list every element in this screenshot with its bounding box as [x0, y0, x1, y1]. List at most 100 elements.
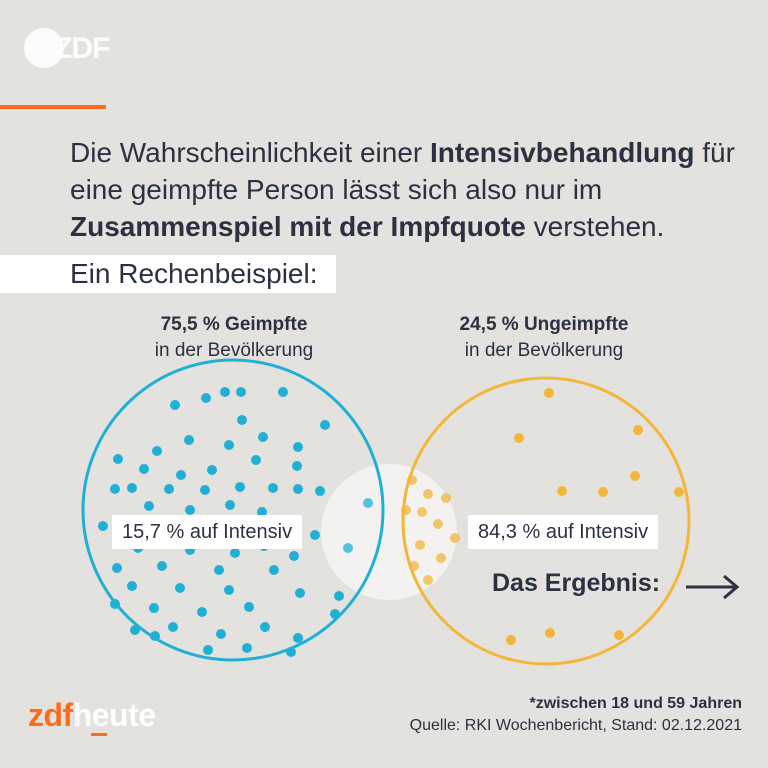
vaccinated-dot	[113, 454, 123, 464]
unvaccinated-dot	[514, 433, 524, 443]
vaccinated-dot	[242, 643, 252, 653]
vaccinated-dot	[144, 501, 154, 511]
intersection-highlight	[321, 464, 457, 600]
vaccinated-dot	[216, 629, 226, 639]
vaccinated-dot	[176, 470, 186, 480]
intersection-dot	[343, 543, 353, 553]
vaccinated-dot	[235, 482, 245, 492]
unvaccinated-percentage: 24,5 % Ungeimpfte	[459, 314, 629, 335]
arrow-right-icon	[686, 574, 740, 600]
vaccinated-dot	[320, 420, 330, 430]
headline: Die Wahrscheinlichkeit einer Intensivbeh…	[70, 134, 750, 245]
unvaccinated-dot	[630, 471, 640, 481]
vaccinated-dot	[127, 581, 137, 591]
vaccinated-dot	[214, 565, 224, 575]
footnote: *zwischen 18 und 59 Jahren	[529, 695, 742, 712]
unvaccinated-dot	[598, 487, 608, 497]
unvaccinated-intensiv-label: 84,3 % auf Intensiv	[468, 515, 659, 549]
intersection-dot	[409, 561, 419, 571]
vaccinated-dot	[149, 603, 159, 613]
vaccinated-dot	[164, 484, 174, 494]
example-label: Ein Rechenbeispiel:	[70, 258, 318, 289]
vaccinated-dot	[112, 563, 122, 573]
zdfheute-logo: zdfheute	[28, 697, 156, 734]
vaccinated-dot	[293, 442, 303, 452]
unvaccinated-circle	[401, 376, 691, 666]
vaccinated-dot	[334, 591, 344, 601]
vaccinated-dot	[110, 484, 120, 494]
headline-bold1: Intensivbehandlung	[430, 137, 695, 168]
intersection-dot	[401, 505, 411, 515]
vaccinated-dot	[139, 464, 149, 474]
headline-part2: für eine geimpfte Person lässt sich also…	[70, 137, 735, 205]
vaccinated-dot	[268, 483, 278, 493]
vaccinated-intensiv-label: 15,7 % auf Intensiv	[112, 515, 303, 549]
vaccinated-dot	[200, 485, 210, 495]
example-box	[0, 255, 336, 293]
vaccinated-dot	[293, 633, 303, 643]
zdf-logo-circle	[24, 28, 64, 68]
intersection-dot	[423, 489, 433, 499]
vaccinated-dot	[220, 387, 230, 397]
vaccinated-dot	[310, 530, 320, 540]
vaccinated-dot	[289, 551, 299, 561]
vaccinated-dot	[207, 465, 217, 475]
vaccinated-dot	[315, 486, 325, 496]
vaccinated-dot	[237, 415, 247, 425]
vaccinated-dot	[278, 387, 288, 397]
vaccinated-dot	[269, 565, 279, 575]
intersection-dots	[343, 475, 460, 585]
unvaccinated-title: 24,5 % Ungeimpfte in der Bevölkerung	[404, 312, 684, 364]
intersection-dot	[363, 498, 373, 508]
vaccinated-dot	[127, 483, 137, 493]
vaccinated-dot	[175, 583, 185, 593]
headline-bold2: Zusammenspiel mit der Impfquote	[70, 211, 526, 242]
vaccinated-dot	[258, 432, 268, 442]
intersection-dot	[441, 493, 451, 503]
source-note: Quelle: RKI Wochenbericht, Stand: 02.12.…	[409, 717, 742, 734]
unvaccinated-dot	[674, 487, 684, 497]
vaccinated-dot	[236, 387, 246, 397]
vaccinated-dot	[225, 500, 235, 510]
vaccinated-percentage: 75,5 % Geimpfte	[160, 314, 308, 335]
zdf-logo: ZDF	[24, 26, 110, 70]
vaccinated-subtitle: in der Bevölkerung	[154, 340, 314, 361]
zdf-logo-text: ZDF	[54, 32, 110, 65]
unvaccinated-dot	[545, 628, 555, 638]
vaccinated-dot	[257, 507, 267, 517]
headline-part1: Die Wahrscheinlichkeit einer	[70, 137, 430, 168]
intersection-dot	[407, 475, 417, 485]
vaccinated-dot	[244, 602, 254, 612]
brand-prefix: zdf	[28, 697, 73, 733]
intersection-dot	[450, 533, 460, 543]
vaccinated-dot	[185, 505, 195, 515]
vaccinated-dot	[292, 461, 302, 471]
brand-underline	[91, 733, 107, 736]
unvaccinated-dot	[506, 635, 516, 645]
vaccinated-dot	[98, 521, 108, 531]
intersection-dot	[433, 519, 443, 529]
vaccinated-dot	[230, 548, 240, 558]
vaccinated-dot	[293, 484, 303, 494]
vaccinated-title: 75,5 % Geimpfte in der Bevölkerung	[94, 312, 374, 364]
vaccinated-dot	[295, 588, 305, 598]
vaccinated-dot	[224, 585, 234, 595]
intersection-dot	[423, 575, 433, 585]
result-label: Das Ergebnis:	[492, 569, 661, 597]
vaccinated-dot	[197, 607, 207, 617]
unvaccinated-dot	[557, 486, 567, 496]
vaccinated-dot	[170, 400, 180, 410]
unvaccinated-subtitle: in der Bevölkerung	[464, 340, 624, 361]
vaccinated-dot	[224, 440, 234, 450]
vaccinated-dot	[168, 622, 178, 632]
unvaccinated-dot	[614, 630, 624, 640]
unvaccinated-dot	[633, 425, 643, 435]
vaccinated-dot	[251, 455, 261, 465]
brand-suffix: heute	[72, 697, 156, 733]
intersection-dot	[417, 507, 427, 517]
vaccinated-dot	[184, 435, 194, 445]
vaccinated-dot	[260, 622, 270, 632]
unvaccinated-dot	[544, 388, 554, 398]
intersection-dot	[436, 553, 446, 563]
